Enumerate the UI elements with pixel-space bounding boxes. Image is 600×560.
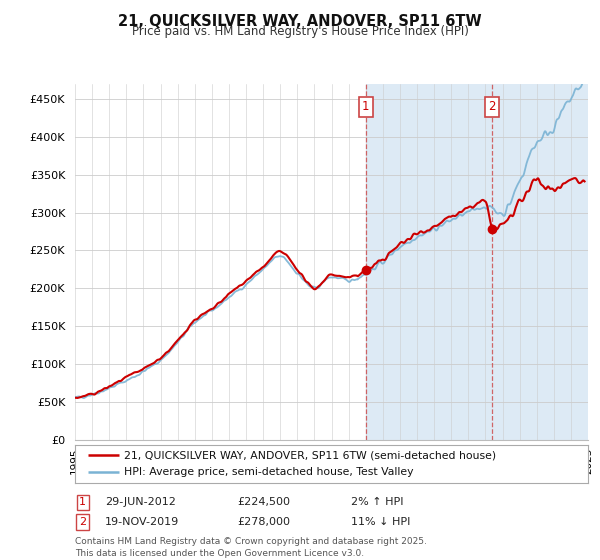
Text: HPI: Average price, semi-detached house, Test Valley: HPI: Average price, semi-detached house,… [124, 467, 413, 477]
Text: 29-JUN-2012: 29-JUN-2012 [105, 497, 176, 507]
Text: 19-NOV-2019: 19-NOV-2019 [105, 517, 179, 527]
Text: 11% ↓ HPI: 11% ↓ HPI [351, 517, 410, 527]
Text: 2% ↑ HPI: 2% ↑ HPI [351, 497, 404, 507]
Text: 2: 2 [488, 100, 496, 113]
Text: 2: 2 [79, 517, 86, 527]
Text: 21, QUICKSILVER WAY, ANDOVER, SP11 6TW: 21, QUICKSILVER WAY, ANDOVER, SP11 6TW [118, 14, 482, 29]
Text: 21, QUICKSILVER WAY, ANDOVER, SP11 6TW (semi-detached house): 21, QUICKSILVER WAY, ANDOVER, SP11 6TW (… [124, 450, 496, 460]
Bar [492, 84, 596, 440]
Text: Price paid vs. HM Land Registry's House Price Index (HPI): Price paid vs. HM Land Registry's House … [131, 25, 469, 38]
Text: £224,500: £224,500 [237, 497, 290, 507]
Text: 1: 1 [362, 100, 370, 113]
Bar [365, 84, 492, 440]
Text: Contains HM Land Registry data © Crown copyright and database right 2025.
This d: Contains HM Land Registry data © Crown c… [75, 537, 427, 558]
Text: 1: 1 [79, 497, 86, 507]
Text: £278,000: £278,000 [237, 517, 290, 527]
